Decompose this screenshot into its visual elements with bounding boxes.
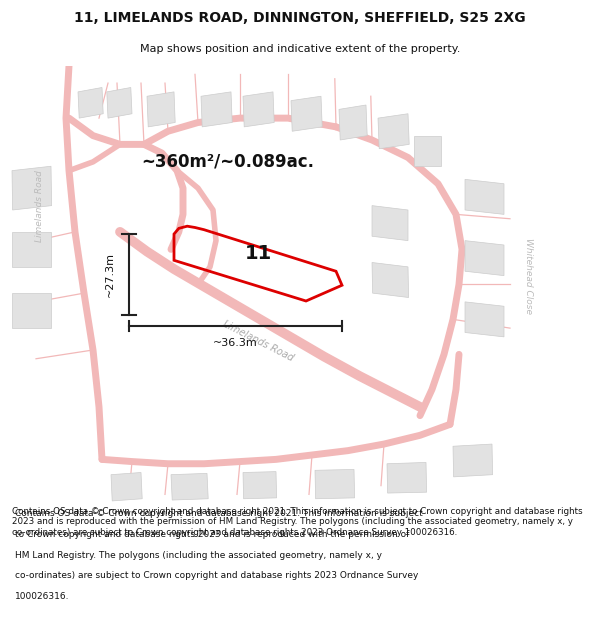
Text: Limelands Road: Limelands Road: [221, 319, 295, 363]
Polygon shape: [147, 92, 175, 127]
Text: HM Land Registry. The polygons (including the associated geometry, namely x, y: HM Land Registry. The polygons (includin…: [15, 551, 382, 559]
Text: 100026316.: 100026316.: [15, 592, 70, 601]
Polygon shape: [12, 293, 51, 328]
Text: ~27.3m: ~27.3m: [105, 252, 115, 297]
Text: ~36.3m: ~36.3m: [213, 338, 258, 348]
Polygon shape: [78, 88, 103, 118]
Polygon shape: [453, 444, 493, 477]
Polygon shape: [315, 469, 355, 499]
Polygon shape: [465, 241, 504, 276]
Polygon shape: [387, 462, 427, 493]
Text: 11: 11: [244, 244, 272, 263]
Polygon shape: [465, 179, 504, 214]
Polygon shape: [339, 105, 367, 140]
Text: Contains OS data © Crown copyright and database right 2021. This information is : Contains OS data © Crown copyright and d…: [12, 507, 583, 537]
Polygon shape: [107, 88, 132, 118]
Polygon shape: [378, 114, 409, 149]
Polygon shape: [201, 92, 232, 127]
Text: Limelands Road: Limelands Road: [35, 169, 44, 241]
Text: Contains OS data © Crown copyright and database right 2021. This information is : Contains OS data © Crown copyright and d…: [15, 509, 423, 518]
Text: Map shows position and indicative extent of the property.: Map shows position and indicative extent…: [140, 44, 460, 54]
Text: ~360m²/~0.089ac.: ~360m²/~0.089ac.: [142, 153, 314, 171]
Text: Whitehead Close: Whitehead Close: [523, 238, 533, 314]
Polygon shape: [111, 472, 142, 501]
Polygon shape: [12, 232, 51, 267]
Polygon shape: [291, 96, 322, 131]
Polygon shape: [414, 136, 441, 166]
Polygon shape: [372, 262, 409, 298]
Polygon shape: [12, 166, 52, 210]
Text: co-ordinates) are subject to Crown copyright and database rights 2023 Ordnance S: co-ordinates) are subject to Crown copyr…: [15, 571, 418, 581]
Polygon shape: [465, 302, 504, 337]
Polygon shape: [243, 92, 274, 127]
Text: to Crown copyright and database rights 2023 and is reproduced with the permissio: to Crown copyright and database rights 2…: [15, 530, 409, 539]
Polygon shape: [171, 473, 208, 500]
Polygon shape: [372, 206, 408, 241]
Polygon shape: [243, 472, 277, 499]
Text: 11, LIMELANDS ROAD, DINNINGTON, SHEFFIELD, S25 2XG: 11, LIMELANDS ROAD, DINNINGTON, SHEFFIEL…: [74, 11, 526, 26]
